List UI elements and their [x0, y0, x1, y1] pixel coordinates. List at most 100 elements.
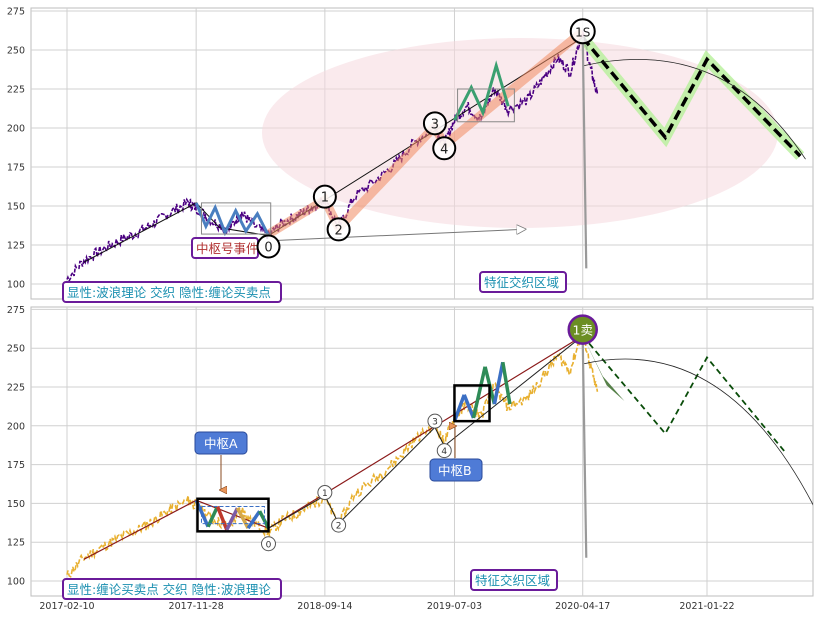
- top-y-tick-label: 250: [7, 46, 25, 57]
- top-method-label-box: 显性:波浪理论 交织 隐性:缠论买卖点: [62, 281, 282, 303]
- pivot-a-segment: [225, 507, 239, 531]
- top-method-label: 显性:波浪理论 交织 隐性:缠论买卖点: [67, 285, 271, 300]
- bottom-chan-overlay: [83, 335, 813, 560]
- top-y-tick-label: 200: [7, 124, 25, 135]
- top-pivot-label: 中枢号事件: [196, 241, 259, 256]
- top-y-tick-label: 175: [7, 163, 25, 174]
- bottom-wave-marker: [331, 517, 347, 533]
- pivot-b-segment: [462, 394, 476, 419]
- pivot-a-label: 中枢A: [204, 436, 238, 451]
- top-y-tick-label: 150: [7, 202, 25, 213]
- top-y-tick-label: 125: [7, 241, 25, 252]
- sell-point-label: 1卖: [573, 323, 593, 338]
- top-arc: [583, 59, 806, 160]
- top-wave-marker: [422, 111, 447, 136]
- x-tick-label: 2019-07-03: [427, 601, 482, 612]
- bottom-wave-marker: [427, 413, 443, 429]
- pivot-b-segment: [471, 366, 487, 419]
- bottom-wave-marker-label: 1: [322, 489, 328, 499]
- top-zone-label-box: 特征交织区域: [479, 271, 567, 293]
- bottom-wave-marker: [436, 443, 452, 459]
- bottom-y-tick-label: 125: [7, 538, 25, 549]
- bottom-wave-marker: [260, 536, 276, 552]
- pivot-a-segment: [215, 505, 229, 531]
- top-wave-marker-label: 0: [264, 241, 272, 256]
- sell-point-marker: [567, 314, 598, 345]
- bottom-y-tick-label: 175: [7, 460, 25, 471]
- top-zone-label: 特征交织区域: [484, 275, 559, 290]
- bottom-zone-label: 特征交织区域: [475, 573, 550, 588]
- pivot-b-label: 中枢B: [438, 463, 472, 478]
- pivot-b-segment: [492, 361, 505, 405]
- pivot-b-label-box: 中枢B: [429, 458, 483, 482]
- x-tick-label: 2017-02-10: [39, 601, 94, 612]
- top-pivot-zigzag-2: [453, 60, 510, 121]
- pivot-a-segment: [258, 510, 271, 530]
- bottom-y-tick-label: 200: [7, 421, 25, 432]
- top-panel: 100 125 150 175 200 225 250 275: [7, 7, 814, 300]
- top-wave-marker: [569, 18, 596, 45]
- pivot-a-box: [196, 497, 270, 533]
- bottom-y-tick-label: 225: [7, 383, 25, 394]
- top-y-tick-labels: 100 125 150 175 200 225 250 275: [7, 7, 25, 291]
- bottom-method-label: 显性:缠论买卖点 交织 隐性:波浪理论: [67, 582, 271, 597]
- bottom-wave-marker-label: 2: [336, 522, 342, 532]
- x-tick-label: 2018-09-14: [297, 601, 352, 612]
- bottom-y-tick-labels: 100 125 150 175 200 225 250 275: [7, 305, 25, 588]
- x-tick-labels: 2017-02-10 2017-11-28 2018-09-14 2019-07-03…: [39, 601, 734, 612]
- top-price-series: [66, 30, 599, 283]
- bottom-forecast-line: [582, 335, 788, 455]
- pivot-a-label-box: 中枢A: [194, 431, 248, 455]
- pivot-b-segment: [452, 394, 466, 422]
- pivot-a-inner-box: [200, 506, 266, 525]
- top-wave-marker-label: 2: [334, 223, 342, 238]
- top-pivot-zigzag: [194, 202, 270, 237]
- top-wave-marker-label: 1: [321, 191, 329, 206]
- bottom-panel-frame: [30, 306, 814, 597]
- bottom-trend-line: [83, 335, 584, 560]
- top-trend-line: [83, 37, 583, 263]
- pivot-a-segment: [246, 510, 262, 530]
- top-wave-marker: [256, 234, 281, 259]
- top-gray-arrow: [278, 229, 521, 241]
- top-wave-marker-label: 4: [440, 142, 448, 157]
- top-wave-overlay: [83, 27, 806, 269]
- top-y-tick-label: 100: [7, 280, 25, 291]
- x-tick-label: 2020-04-17: [555, 601, 610, 612]
- bottom-y-tick-label: 150: [7, 499, 25, 510]
- bottom-zone-label-box: 特征交织区域: [470, 569, 558, 591]
- top-pivot-label-box: 中枢号事件: [191, 237, 259, 259]
- bottom-arc: [583, 358, 813, 506]
- top-pivot-box: [200, 202, 272, 235]
- top-y-tick-label: 225: [7, 85, 25, 96]
- top-zone-pointer: [581, 37, 588, 269]
- bottom-y-tick-label: 275: [7, 305, 25, 316]
- top-wave-marker-label: 1S: [575, 25, 590, 39]
- pivot-b-segment: [501, 361, 512, 405]
- bottom-method-label-box: 显性:缠论买卖点 交织 隐性:波浪理论: [62, 578, 282, 600]
- top-wave-marker: [312, 184, 337, 209]
- top-y-tick-label: 275: [7, 7, 25, 18]
- bottom-wave-marker-label: 3: [432, 418, 438, 428]
- top-wave-marker: [326, 217, 351, 242]
- top-forecast-line: [581, 36, 802, 158]
- top-wave-marker-label: 3: [431, 117, 439, 132]
- x-tick-label: 2021-01-22: [679, 601, 734, 612]
- bottom-wave-marker-label: 4: [441, 447, 447, 457]
- x-tick-label: 2017-11-28: [169, 601, 224, 612]
- top-price-line: [66, 30, 599, 283]
- bottom-wave-marker-label: 0: [266, 540, 272, 550]
- bottom-wave-line: [268, 335, 584, 529]
- top-wave-marker: [432, 136, 457, 161]
- top-pivot-box-2: [457, 88, 515, 123]
- bottom-y-tick-label: 250: [7, 344, 25, 355]
- pivot-b-box: [453, 384, 491, 423]
- bottom-zone-pointer: [581, 340, 588, 558]
- top-interweave-ellipse: [262, 38, 778, 228]
- top-wave-band: [266, 27, 586, 238]
- pivot-a-segment: [235, 507, 250, 530]
- bottom-wave-marker: [317, 485, 333, 501]
